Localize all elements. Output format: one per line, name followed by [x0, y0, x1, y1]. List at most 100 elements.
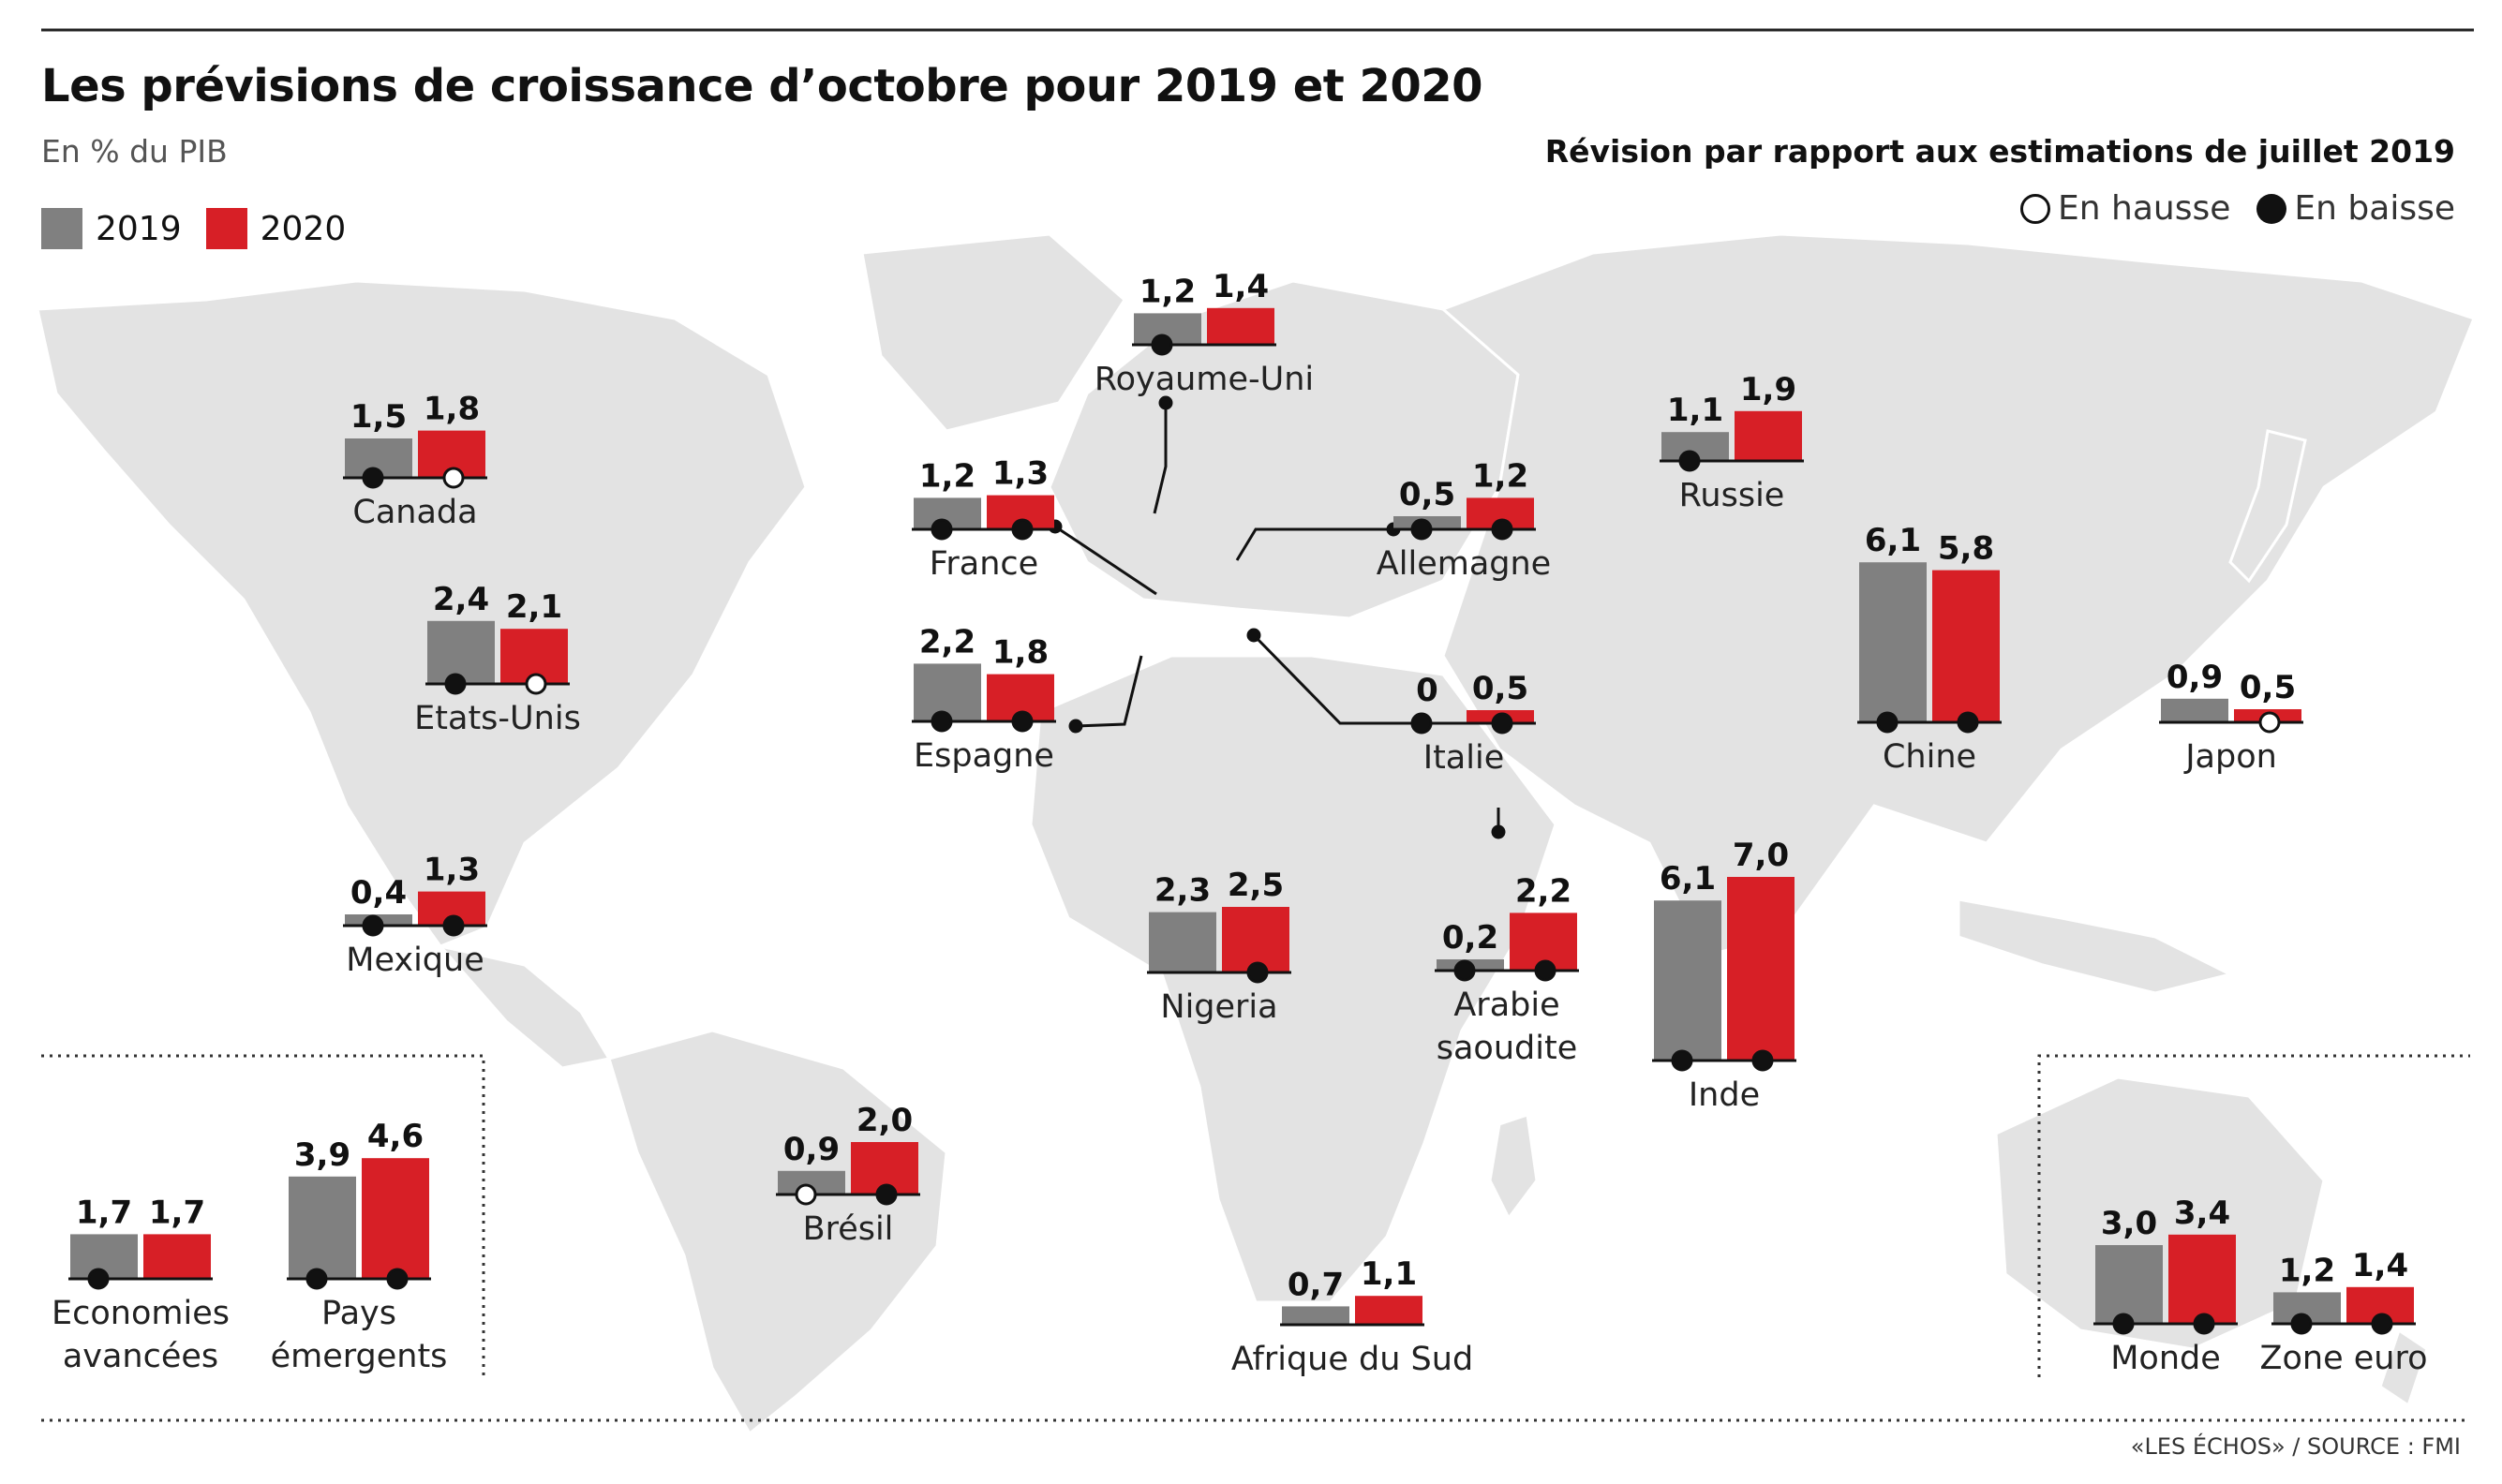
panel-zone-euro: 1,2 1,4 Zone euro [2260, 1247, 2428, 1377]
bar-2019 [1282, 1306, 1349, 1325]
country-label: Royaume-Uni [1095, 361, 1314, 398]
legend-item-2020: 2020 [205, 208, 346, 249]
bar-2020 [1932, 570, 2000, 722]
value-label-2019: 6,1 [1865, 522, 1921, 559]
africa-shape [1029, 654, 1557, 1304]
panel-nigeria: 2,3 2,5 Nigeria [1147, 867, 1291, 1026]
country-label: France [930, 545, 1038, 583]
value-label-2019: 3,0 [2101, 1205, 2157, 1242]
panel-royaume-uni: 1,2 1,4 Royaume-Uni [1095, 268, 1314, 398]
revision-dot-2019 [87, 1268, 110, 1290]
country-label: Inde [1689, 1076, 1760, 1114]
country-label: Afrique du Sud [1231, 1341, 1473, 1378]
bar-2020 [1727, 877, 1795, 1061]
leader-end-dot [1491, 824, 1506, 839]
value-label-2019: 6,1 [1660, 860, 1716, 898]
value-label-2019: 2,3 [1154, 872, 1211, 910]
revision-legend: En hausse En baisse [2020, 189, 2455, 228]
greenland-shape [860, 232, 1126, 433]
revision-dot-2020 [442, 467, 465, 489]
value-label-2020: 2,2 [1515, 872, 1571, 910]
swatch-2020 [205, 208, 247, 249]
value-label-2019: 1,2 [1139, 273, 1196, 310]
open-circle-icon [2020, 193, 2051, 224]
value-label-2020: 3,4 [2174, 1195, 2230, 1232]
leader-line [1252, 633, 1393, 725]
value-label-2019: 1,2 [919, 457, 975, 495]
leader-line [1075, 655, 1143, 728]
panel-monde: 3,0 3,4 Monde [2093, 1195, 2238, 1377]
leader-lines [1048, 395, 1506, 839]
value-label-2020: 1,9 [1740, 371, 1796, 408]
revision-dot-2019 [362, 467, 384, 489]
country-label: Etats-Unis [414, 700, 581, 737]
value-label-2020: 1,4 [2352, 1247, 2408, 1284]
panel-arabie-saoudite: 0,2 2,2 Arabie saoudite [1435, 872, 1579, 1067]
country-label: Brésil [803, 1210, 894, 1248]
bar-2020 [2168, 1234, 2236, 1324]
value-label-2020: 5,8 [1938, 530, 1994, 568]
bar-2019 [1859, 562, 1927, 722]
revision-dot-2019 [1671, 1049, 1693, 1072]
bar-2020 [1222, 907, 1289, 972]
bar-2020 [362, 1158, 429, 1279]
value-label-2019: 1,7 [76, 1194, 132, 1231]
panel-japon: 0,9 0,5 Japon [2159, 659, 2303, 776]
value-label-2019: 0,2 [1442, 919, 1498, 957]
panel-economies-avanc-es: 1,7 1,7 Economies avancées [52, 1194, 230, 1375]
filled-circle-icon [2256, 193, 2287, 224]
revision-dot-2019 [305, 1268, 328, 1290]
leader-end-dot [1158, 395, 1173, 410]
legend-item-2019: 2019 [41, 208, 182, 249]
bar-2020 [1207, 307, 1274, 345]
revision-dot-2019 [1678, 450, 1701, 472]
revision-dot-2019 [1453, 959, 1476, 982]
country-label: Mexique [346, 942, 484, 979]
value-label-2020: 2,5 [1228, 867, 1284, 904]
revision-dot-2020 [1751, 1049, 1774, 1072]
leader-line [1153, 403, 1168, 514]
bar-2019 [1149, 912, 1216, 972]
country-label: Russie [1679, 477, 1785, 514]
new-zealand-shape [2378, 1328, 2429, 1408]
chart-title: Les prévisions de croissance d’octobre p… [41, 60, 1483, 112]
panel-inde: 6,1 7,0 Inde [1652, 837, 1796, 1114]
revision-dot-2020 [2371, 1313, 2393, 1335]
revision-dot-2020 [525, 673, 547, 695]
revision-dot-2019 [1151, 334, 1173, 356]
value-label-2019: 1,2 [2279, 1252, 2335, 1289]
swatch-2019 [41, 208, 82, 249]
madagascar-shape [1488, 1113, 1539, 1221]
revision-dot-2020 [1246, 961, 1269, 984]
value-label-2019: 1,1 [1667, 392, 1723, 429]
panel-italie: 0 0,5 Italie [1392, 670, 1536, 777]
japan-shape [2228, 429, 2307, 584]
panel-mexique: 0,4 1,3 Mexique [343, 852, 487, 979]
country-label: Arabie [1453, 987, 1559, 1024]
revision-dot-2020 [386, 1268, 409, 1290]
revision-dot-2020 [2258, 711, 2281, 734]
bar-2019 [289, 1176, 356, 1279]
value-label-2020: 1,4 [1213, 268, 1269, 305]
value-label-2020: 1,3 [424, 852, 480, 889]
legend-label-2019: 2019 [96, 209, 182, 248]
revision-dot-2020 [442, 914, 465, 937]
chart-subtitle: En % du PIB [41, 133, 228, 170]
value-label-2019: 2,2 [919, 623, 975, 660]
bar-2020 [1735, 410, 1802, 461]
value-label-2020: 0,5 [1472, 670, 1528, 707]
revision-dot-2019 [2290, 1313, 2313, 1335]
panel-canada: 1,5 1,8 Canada [343, 391, 487, 531]
south-america-shape [607, 1029, 948, 1436]
series-legend: 2019 2020 [41, 208, 370, 249]
country-label: Zone euro [2260, 1340, 2428, 1377]
country-label: Pays [321, 1295, 396, 1332]
value-label-2019: 0,9 [783, 1131, 840, 1168]
country-label: Italie [1423, 739, 1504, 777]
legend-label-down: En baisse [2294, 189, 2455, 228]
value-label-2020: 7,0 [1733, 837, 1789, 874]
panel-allemagne: 0,5 1,2 Allemagne [1377, 457, 1551, 583]
legend-label-up: En hausse [2058, 189, 2231, 228]
revision-dot-2020 [1957, 711, 1979, 734]
value-label-2019: 0,5 [1399, 476, 1455, 513]
